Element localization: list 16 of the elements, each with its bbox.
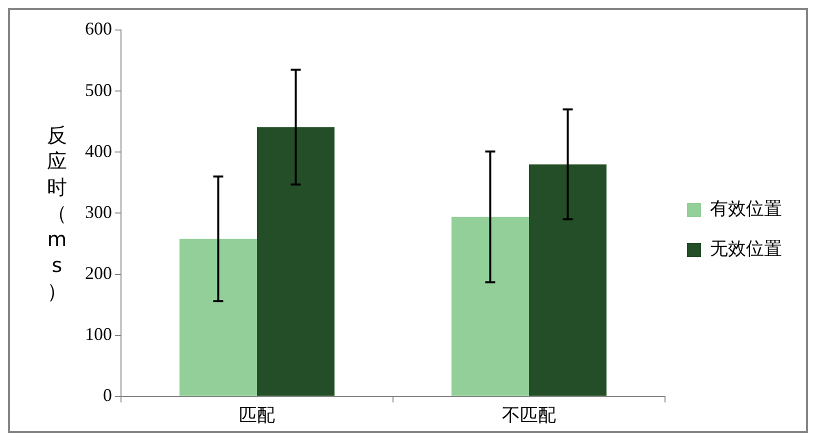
legend-label: 有效位置: [710, 198, 782, 219]
y-tick-label: 0: [103, 385, 112, 406]
x-tick-label: 不匹配: [502, 404, 556, 425]
y-tick-label: 600: [85, 18, 112, 39]
y-tick-label: 500: [85, 80, 112, 100]
y-axis-title: 反应时（ms）: [46, 122, 68, 304]
y-tick-label: 300: [85, 202, 112, 222]
y-tick-label: 100: [85, 324, 112, 344]
bar: [451, 216, 529, 396]
legend-label: 无效位置: [710, 238, 782, 259]
bar: [529, 164, 607, 396]
x-tick-label: 匹配: [239, 404, 275, 425]
y-tick-label: 400: [85, 140, 112, 161]
y-tick-label: 200: [85, 263, 112, 283]
bar: [179, 238, 257, 396]
bar: [257, 127, 335, 396]
